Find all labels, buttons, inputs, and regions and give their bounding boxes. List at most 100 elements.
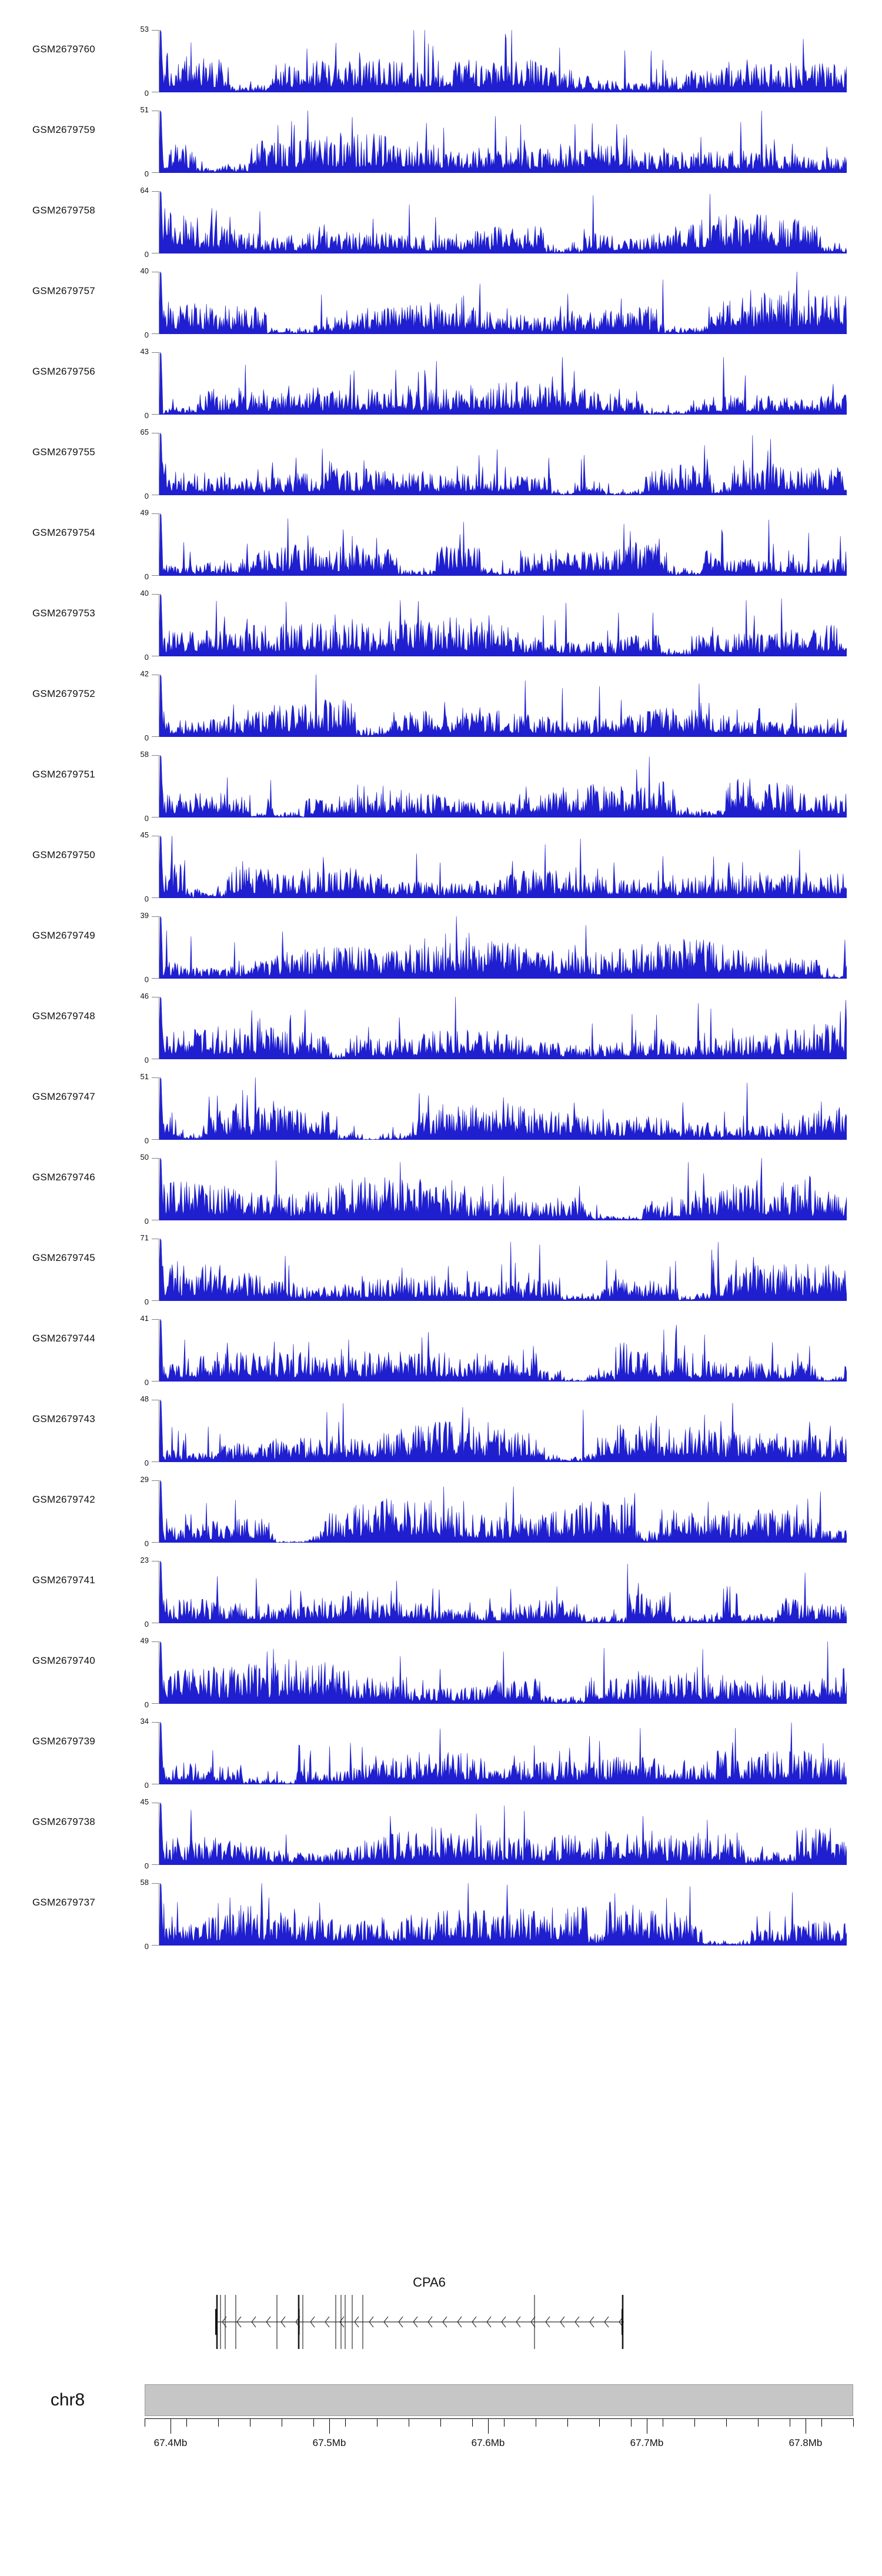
chromosome-panel: chr8	[0, 2376, 882, 2447]
track-sample-label: GSM2679756	[32, 366, 95, 377]
coverage-plot-area	[159, 1883, 847, 1946]
coverage-track: GSM2679756 43 0	[0, 336, 882, 420]
track-sample-label: GSM2679740	[32, 1655, 95, 1666]
track-y-axis: 48 0	[141, 1394, 159, 1467]
coverage-track: GSM2679757 40 0	[0, 256, 882, 339]
y-axis-min-label: 0	[144, 492, 149, 500]
y-axis-min-tick	[152, 1864, 159, 1865]
coverage-track: GSM2679758 64 0	[0, 175, 882, 259]
track-sample-label: GSM2679741	[32, 1574, 95, 1586]
y-axis-max-label: 34	[140, 1717, 149, 1726]
y-axis-min-tick	[152, 1300, 159, 1301]
y-axis-min-label: 0	[144, 169, 149, 178]
axis-major-tick	[329, 2418, 330, 2434]
axis-tick-label: 67.8Mb	[789, 2437, 823, 2448]
track-sample-label: GSM2679753	[32, 608, 95, 619]
y-axis-max-label: 45	[140, 830, 149, 839]
track-y-axis: 53 0	[141, 25, 159, 98]
coverage-track: GSM2679738 45 0	[0, 1787, 882, 1870]
coverage-plot-area	[159, 1480, 847, 1543]
coverage-track: GSM2679747 51 0	[0, 1062, 882, 1145]
track-y-axis: 34 0	[141, 1717, 159, 1790]
y-axis-min-label: 0	[144, 1056, 149, 1065]
track-y-axis: 42 0	[141, 669, 159, 742]
y-axis-max-label: 64	[140, 186, 149, 195]
axis-minor-tick	[504, 2418, 505, 2427]
coverage-plot-area	[159, 755, 847, 817]
track-sample-label: GSM2679754	[32, 527, 95, 538]
coverage-track: GSM2679759 51 0	[0, 95, 882, 178]
y-axis-max-tick	[152, 755, 159, 756]
axis-minor-tick	[313, 2418, 314, 2427]
axis-minor-tick	[599, 2418, 600, 2427]
coverage-plot-area	[159, 352, 847, 415]
gene-name-label: CPA6	[413, 2275, 446, 2290]
track-sample-label: GSM2679755	[32, 446, 95, 458]
axis-minor-tick	[345, 2418, 346, 2427]
track-y-axis: 64 0	[141, 186, 159, 259]
y-axis-max-label: 40	[140, 266, 149, 275]
coverage-plot-area	[159, 1077, 847, 1140]
y-axis-min-label: 0	[144, 411, 149, 420]
axis-minor-tick	[726, 2418, 727, 2427]
coverage-track: GSM2679737 58 0	[0, 1867, 882, 1951]
track-sample-label: GSM2679760	[32, 44, 95, 55]
track-y-axis: 71 0	[141, 1233, 159, 1306]
track-y-axis: 58 0	[141, 1878, 159, 1951]
y-axis-max-tick	[152, 191, 159, 192]
axis-tick-label: 67.4Mb	[153, 2437, 188, 2448]
y-axis-min-tick	[152, 1461, 159, 1462]
track-sample-label: GSM2679758	[32, 205, 95, 216]
track-y-axis: 49 0	[141, 508, 159, 581]
y-axis-max-tick	[152, 1641, 159, 1642]
coverage-track: GSM2679760 53 0	[0, 14, 882, 98]
track-sample-label: GSM2679739	[32, 1736, 95, 1747]
track-sample-label: GSM2679746	[32, 1172, 95, 1183]
y-axis-min-label: 0	[144, 1459, 149, 1467]
axis-minor-tick	[631, 2418, 632, 2427]
track-y-axis: 45 0	[141, 1797, 159, 1870]
track-y-axis: 23 0	[141, 1556, 159, 1629]
track-sample-label: GSM2679742	[32, 1494, 95, 1505]
y-axis-min-label: 0	[144, 1861, 149, 1870]
y-axis-max-label: 58	[140, 1878, 149, 1887]
y-axis-min-label: 0	[144, 331, 149, 339]
track-sample-label: GSM2679737	[32, 1897, 95, 1908]
y-axis-max-tick	[152, 594, 159, 595]
axis-tick-label: 67.5Mb	[312, 2437, 346, 2448]
track-sample-label: GSM2679759	[32, 124, 95, 135]
y-axis-min-label: 0	[144, 1217, 149, 1226]
coverage-track: GSM2679741 23 0	[0, 1545, 882, 1629]
coverage-plot-area	[159, 1239, 847, 1301]
track-sample-label: GSM2679738	[32, 1816, 95, 1827]
coverage-plot-area	[159, 1400, 847, 1462]
y-axis-max-tick	[152, 1480, 159, 1481]
coverage-plot-area	[159, 1158, 847, 1220]
coverage-plot-area	[159, 111, 847, 173]
y-axis-min-label: 0	[144, 1539, 149, 1548]
axis-minor-tick	[694, 2418, 695, 2427]
track-y-axis: 39 0	[141, 911, 159, 984]
y-axis-max-label: 23	[140, 1556, 149, 1564]
track-y-axis: 40 0	[141, 589, 159, 662]
axis-minor-tick	[218, 2418, 219, 2427]
y-axis-max-label: 50	[140, 1153, 149, 1162]
coverage-track: GSM2679749 39 0	[0, 900, 882, 984]
y-axis-max-tick	[152, 352, 159, 353]
gene-model-panel: CPA6	[0, 2275, 882, 2357]
y-axis-max-tick	[152, 916, 159, 917]
track-y-axis: 50 0	[141, 1153, 159, 1226]
y-axis-max-label: 46	[140, 992, 149, 1000]
coverage-plot-area	[159, 997, 847, 1059]
y-axis-min-label: 0	[144, 895, 149, 903]
y-axis-max-label: 42	[140, 669, 149, 678]
y-axis-max-label: 49	[140, 1636, 149, 1645]
y-axis-min-label: 0	[144, 89, 149, 98]
track-sample-label: GSM2679743	[32, 1413, 95, 1424]
y-axis-max-tick	[152, 1722, 159, 1723]
track-sample-label: GSM2679747	[32, 1091, 95, 1102]
y-axis-max-label: 71	[140, 1233, 149, 1242]
axis-line	[145, 2418, 853, 2419]
y-axis-max-label: 51	[140, 1072, 149, 1081]
